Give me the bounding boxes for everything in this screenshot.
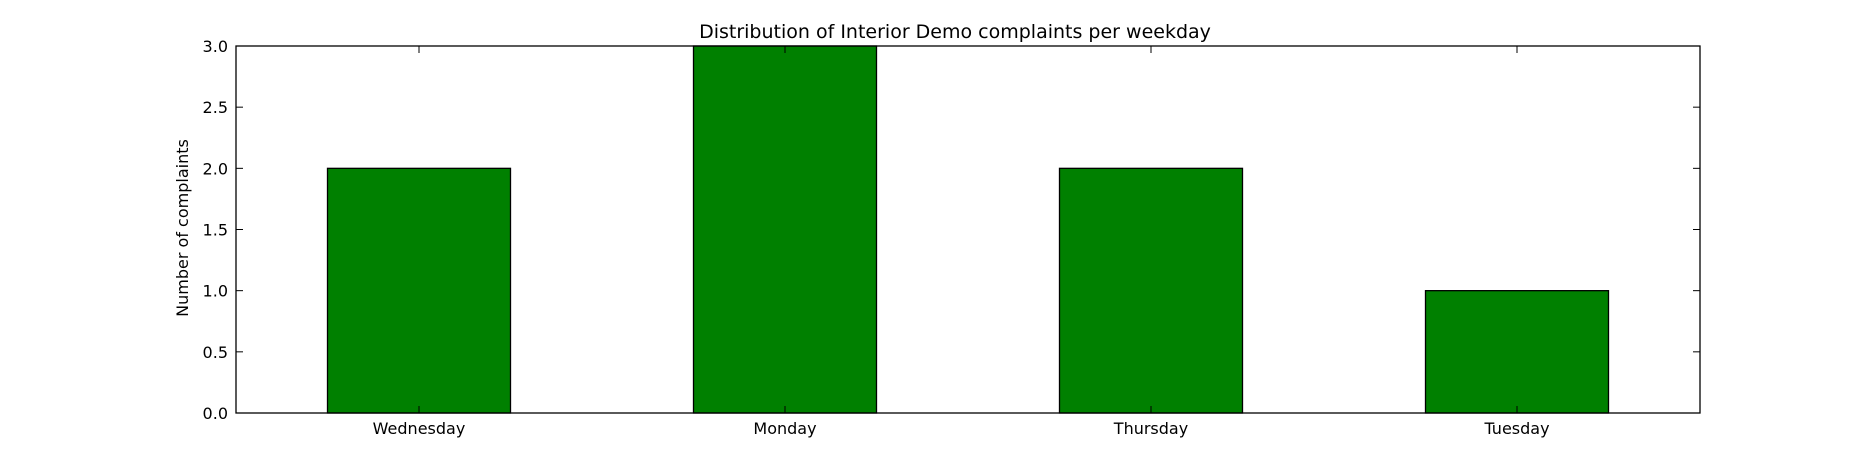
x-tick-label-monday: Monday: [753, 419, 816, 438]
chart-title: Distribution of Interior Demo complaints…: [699, 21, 1211, 43]
bar-wednesday: [326, 167, 512, 414]
x-tick-label-tuesday: Tuesday: [1483, 419, 1549, 438]
y-tick-label: 3.0: [203, 37, 228, 56]
y-tick-label: 1.5: [203, 221, 228, 240]
x-tick-label-thursday: Thursday: [1113, 419, 1188, 438]
y-tick-label: 2.5: [203, 98, 228, 117]
y-tick-label: 0.0: [203, 404, 228, 423]
y-tick-label: 1.0: [203, 282, 228, 301]
bar-monday: [692, 45, 878, 414]
ticks-layer: 0.0 0.5 1.0 1.5 2.0 2.5 3.0 Wednesday Monday Thur…: [203, 37, 1700, 438]
y-axis-label: Number of complaints: [173, 139, 192, 317]
bars-layer: [326, 45, 1610, 414]
bar-thursday: [1058, 167, 1244, 414]
y-tick-label: 0.5: [203, 343, 228, 362]
x-tick-label-wednesday: Wednesday: [373, 419, 466, 438]
y-tick-label: 2.0: [203, 159, 228, 178]
bar-tuesday: [1424, 290, 1610, 414]
